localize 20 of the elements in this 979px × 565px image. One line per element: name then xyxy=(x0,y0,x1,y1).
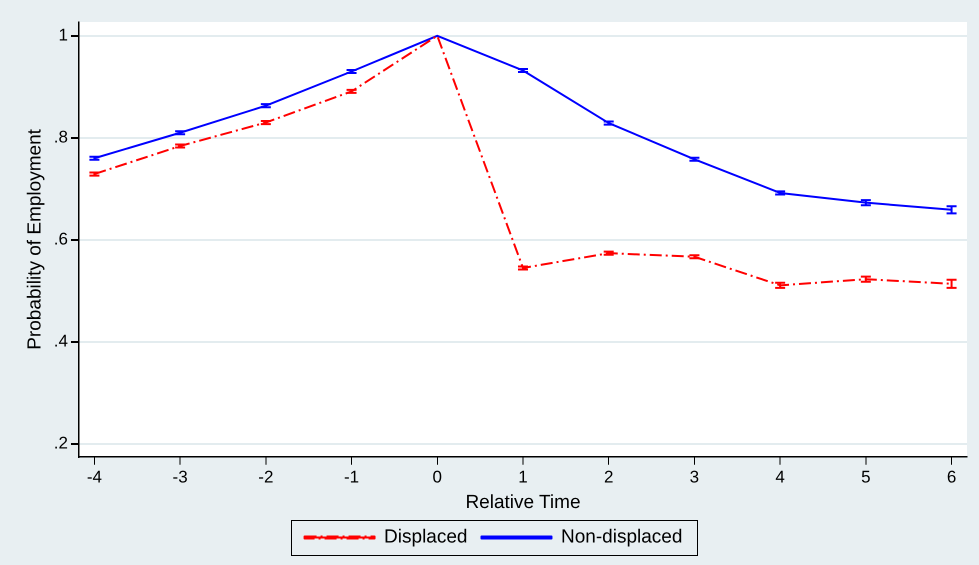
y-tick-label: .2 xyxy=(54,434,68,453)
x-tick-label: 6 xyxy=(946,468,956,487)
x-tick-label: -3 xyxy=(172,468,188,487)
x-tick-label: -1 xyxy=(344,468,360,487)
legend-label: Non-displaced xyxy=(560,526,682,548)
y-tick-label: .6 xyxy=(54,230,68,249)
x-tick-label: 2 xyxy=(604,468,614,487)
y-tick-label: .4 xyxy=(54,332,68,351)
x-tick-label: -2 xyxy=(258,468,274,487)
y-tick-label: .8 xyxy=(54,128,68,147)
x-tick-label: 1 xyxy=(518,468,528,487)
x-tick-label: 0 xyxy=(432,468,442,487)
x-tick-label: 3 xyxy=(690,468,700,487)
x-tick-label: 4 xyxy=(775,468,785,487)
y-axis-title: Probability of Employment xyxy=(24,128,46,350)
x-tick-label: -4 xyxy=(86,468,102,487)
x-tick-label: 5 xyxy=(861,468,871,487)
legend-label: Displaced xyxy=(384,526,468,548)
y-tick-label: 1 xyxy=(58,25,68,44)
x-axis-title: Relative Time xyxy=(465,492,581,513)
